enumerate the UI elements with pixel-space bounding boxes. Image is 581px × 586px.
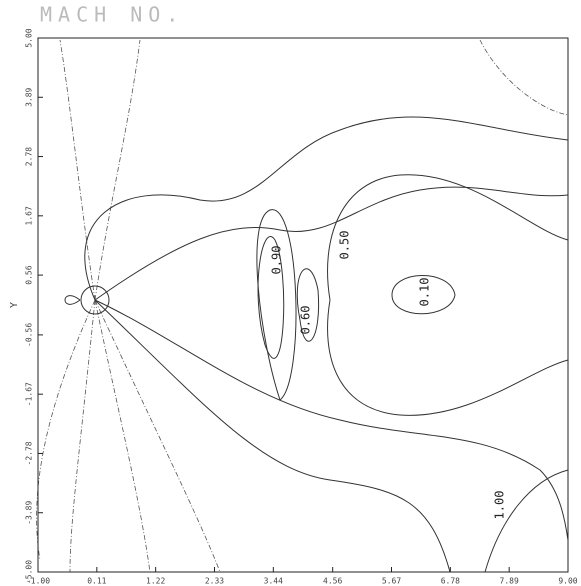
x-tick-label: 7.89 [500,577,519,586]
x-tick-label: 0.11 [87,577,106,586]
contour-line [391,275,456,315]
contour-line [256,209,569,573]
plot-frame [37,37,569,573]
contour-label: 0.50 [338,231,352,260]
y-tick-label: 1.67 [25,206,34,225]
x-tick-label: 2.33 [205,577,224,586]
x-tick-label: 4.56 [323,577,342,586]
x-tick-label: 9.00 [558,577,577,586]
y-tick-label: -0.56 [25,323,34,347]
y-tick-label: 5.00 [25,28,34,47]
chart-title: MACH NO. [40,3,184,27]
y-tick-label: 0.56 [25,265,34,284]
y-tick-label: -5.00 [25,560,34,584]
x-tick-label: 6.78 [441,577,460,586]
contour-label: 0.60 [299,306,313,335]
y-tick-label: 3.89 [25,87,34,106]
contour-label: 0.90 [270,246,284,275]
y-axis-label: Y [9,302,20,308]
y-tick-label: -2.78 [25,441,34,465]
y-tick-label: -1.67 [25,382,34,406]
x-tick-label: 1.22 [146,577,165,586]
contour-label: 1.00 [493,491,507,520]
x-tick-label: -1.00 [26,577,50,586]
y-tick-label: 2.78 [25,147,34,166]
contour-label: 0.10 [418,278,432,307]
contour-line [296,268,320,342]
contour-decoration [36,39,569,573]
contour-line [327,174,569,416]
x-tick-label: 5.67 [382,577,401,586]
y-tick-label: -3.89 [25,501,34,525]
x-tick-label: 3.44 [264,577,283,586]
